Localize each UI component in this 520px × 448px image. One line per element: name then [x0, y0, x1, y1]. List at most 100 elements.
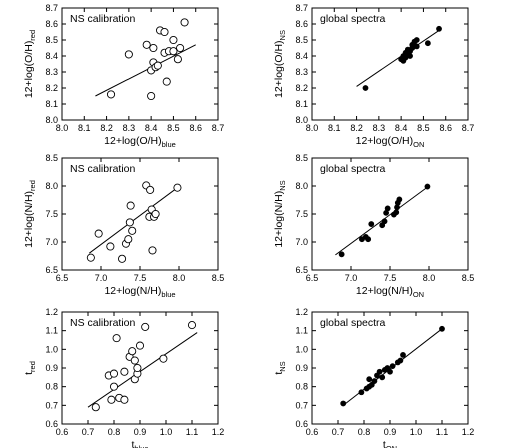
- y-tick-label: 0.6: [45, 419, 58, 429]
- plot-frame: [311, 7, 469, 121]
- fit-line: [335, 186, 428, 256]
- x-tick-label: 0.6: [56, 427, 69, 437]
- panel-5: 0.6 0.7 0.8 0.9 1.0 1.1 1.2 0.6 0.7 0.8 0.9 1.0 1.1 1…: [23, 307, 224, 448]
- x-tick-label: 8.5: [167, 123, 180, 133]
- y-axis-label: 12+log(N/H)NS: [273, 180, 287, 247]
- data-point: [128, 347, 137, 356]
- y-tick-label: 7.5: [45, 209, 58, 219]
- x-tick-label: 8.4: [145, 123, 158, 133]
- panel-title: NS calibration: [70, 317, 136, 329]
- x-tick-label: 8.3: [123, 123, 136, 133]
- x-tick-label: 8.1: [78, 123, 91, 133]
- x-tick-label: 8.0: [306, 123, 319, 133]
- y-tick-label: 8.2: [295, 83, 308, 93]
- data-point: [162, 77, 171, 86]
- y-tick-label: 8.6: [295, 19, 308, 29]
- data-point: [149, 43, 158, 53]
- y-tick-label: 8.0: [45, 181, 58, 191]
- data-point: [338, 251, 345, 258]
- y-tick-label: 8.3: [295, 67, 308, 77]
- data-point: [106, 90, 116, 99]
- data-point: [362, 85, 369, 91]
- data-point: [169, 35, 178, 45]
- fit-line: [87, 332, 198, 408]
- data-point: [389, 363, 396, 370]
- x-tick-label: 1.0: [410, 427, 423, 437]
- y-tick-label: 8.0: [45, 115, 58, 125]
- data-point: [387, 368, 393, 375]
- y-tick-label: 8.5: [45, 153, 58, 163]
- x-tick-label: 8.0: [56, 123, 69, 133]
- y-tick-label: 8.1: [295, 99, 308, 109]
- x-tick-label: 8.6: [439, 123, 452, 133]
- x-tick-label: 0.8: [358, 427, 371, 437]
- data-point: [86, 253, 95, 262]
- y-tick-label: 7.5: [295, 209, 308, 219]
- y-axis-label: tNS: [273, 361, 287, 374]
- x-tick-label: 7.0: [345, 273, 358, 283]
- y-tick-label: 8.5: [45, 35, 58, 45]
- data-point: [413, 43, 420, 50]
- data-point: [133, 363, 142, 373]
- y-tick-label: 8.7: [295, 3, 308, 13]
- y-tick-label: 1.0: [45, 344, 58, 354]
- panel-title: NS calibration: [70, 13, 136, 25]
- panel-title: NS calibration: [70, 163, 136, 175]
- data-point: [106, 242, 115, 251]
- panel-title: global spectra: [320, 13, 386, 25]
- y-tick-label: 0.7: [295, 400, 308, 410]
- panel-4: 6.5 7.0 7.5 8.0 8.5 6.5 7.0 7.5 8.0 8.5 global spe…: [273, 153, 474, 299]
- y-tick-label: 8.4: [45, 51, 58, 61]
- x-tick-label: 7.5: [134, 273, 147, 283]
- panel-title: global spectra: [320, 163, 386, 175]
- y-tick-label: 1.2: [45, 307, 58, 317]
- data-point: [379, 374, 386, 381]
- x-tick-label: 8.2: [100, 123, 113, 133]
- data-point: [173, 55, 182, 64]
- fit-line: [356, 29, 440, 87]
- y-tick-label: 6.5: [295, 265, 308, 275]
- data-point: [153, 61, 162, 70]
- data-point: [109, 369, 119, 378]
- plot-frame: [61, 7, 219, 121]
- y-tick-label: 7.0: [295, 237, 308, 247]
- data-point: [407, 53, 413, 59]
- data-point: [112, 334, 121, 343]
- y-axis-label: 12+log(O/H)NS: [273, 30, 287, 98]
- data-point: [124, 50, 133, 59]
- y-tick-label: 8.5: [295, 35, 308, 45]
- data-point: [147, 91, 156, 101]
- x-tick-label: 0.9: [384, 427, 397, 437]
- y-tick-label: 0.9: [45, 363, 58, 373]
- data-point: [107, 395, 116, 404]
- data-point: [365, 236, 372, 243]
- data-point: [91, 403, 100, 412]
- data-point: [180, 18, 189, 27]
- y-tick-label: 8.2: [45, 83, 58, 93]
- y-tick-label: 0.7: [45, 400, 58, 410]
- x-axis-label: 12+log(N/H)blue: [104, 285, 175, 299]
- y-tick-label: 8.6: [45, 19, 58, 29]
- data-point: [400, 352, 406, 358]
- data-point: [148, 246, 157, 255]
- x-axis-label: tblue: [131, 439, 148, 448]
- x-tick-label: 0.9: [134, 427, 147, 437]
- y-tick-label: 1.0: [295, 344, 308, 354]
- x-tick-label: 0.7: [332, 427, 345, 437]
- data-point: [340, 400, 347, 407]
- data-point: [130, 356, 139, 365]
- x-tick-label: 8.0: [173, 273, 186, 283]
- x-tick-label: 1.1: [186, 427, 199, 437]
- x-tick-label: 8.5: [417, 123, 430, 133]
- data-point: [384, 205, 391, 212]
- x-tick-label: 6.5: [56, 273, 69, 283]
- y-axis-label: 12+log(N/H)red: [23, 180, 37, 248]
- data-point: [393, 209, 400, 216]
- data-point: [124, 235, 133, 244]
- data-point: [436, 25, 442, 32]
- x-tick-label: 8.5: [462, 273, 475, 283]
- x-tick-label: 1.2: [462, 427, 475, 437]
- panel-title: global spectra: [320, 317, 386, 329]
- x-tick-label: 7.0: [95, 273, 108, 283]
